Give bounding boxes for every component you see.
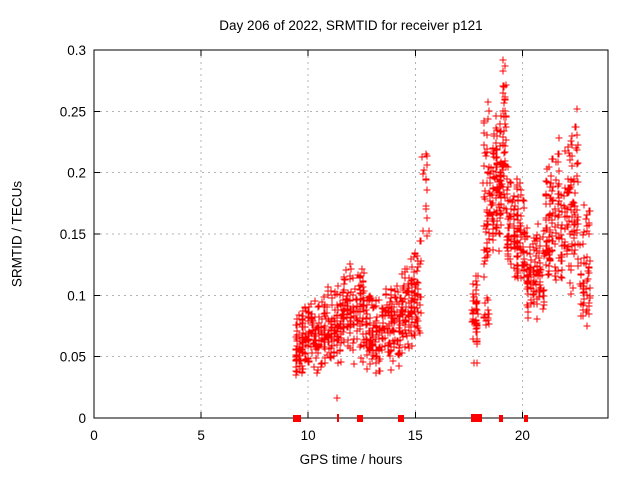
x-tick-label: 20	[515, 428, 530, 443]
scatter-points	[292, 56, 594, 402]
baseline-flag	[526, 415, 528, 422]
grid-lines	[94, 50, 608, 418]
y-tick-label: 0.1	[67, 288, 86, 303]
tick-marks	[93, 49, 608, 419]
baseline-flag	[398, 415, 404, 422]
baseline-flag	[501, 415, 503, 422]
baseline-flag	[499, 415, 501, 422]
baseline-flag	[357, 415, 360, 422]
baseline-flag	[293, 415, 301, 422]
baseline-flag	[471, 414, 478, 422]
x-tick-label: 5	[197, 428, 205, 443]
x-tick-label: 0	[90, 428, 98, 443]
y-tick-label: 0.3	[67, 43, 86, 58]
y-tick-label: 0.2	[67, 166, 86, 181]
y-tick-label: 0.15	[60, 227, 86, 242]
baseline-flag	[360, 415, 363, 422]
plot-border	[93, 49, 609, 419]
baseline-flag	[524, 415, 526, 422]
y-tick-label: 0.25	[60, 104, 86, 119]
baseline-flag	[337, 414, 339, 422]
x-tick-label: 10	[301, 428, 316, 443]
baseline-flag	[475, 414, 482, 422]
y-tick-label: 0	[78, 411, 86, 426]
y-tick-label: 0.05	[60, 350, 86, 365]
x-axis-label: GPS time / hours	[299, 452, 403, 467]
chart-title: Day 206 of 2022, SRMTID for receiver p12…	[219, 18, 483, 33]
x-tick-label: 15	[408, 428, 423, 443]
